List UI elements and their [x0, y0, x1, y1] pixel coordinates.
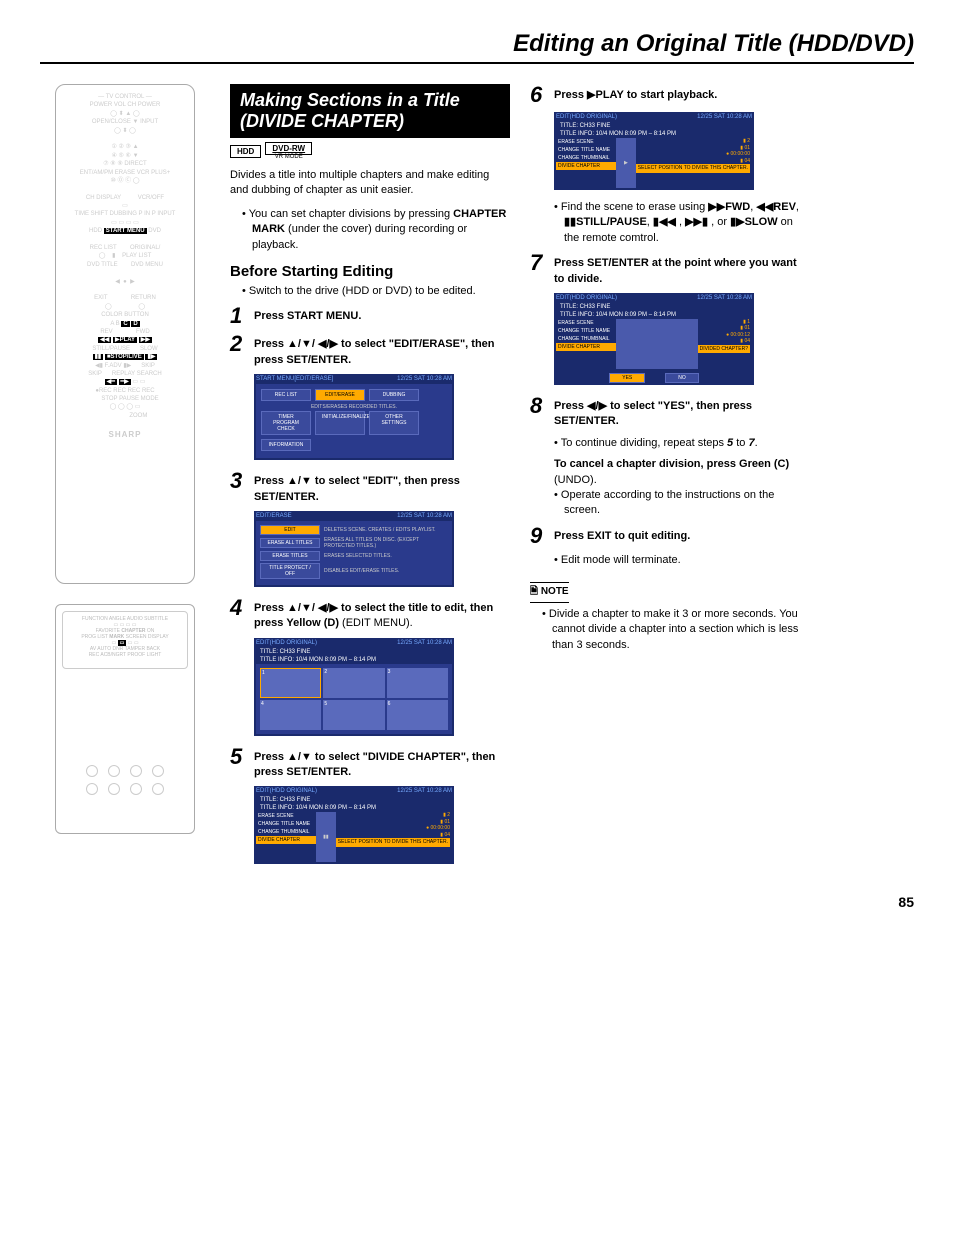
screen-edit-erase: EDIT/ERASE12/25 SAT 10:28 AM EDITDELETES… [254, 511, 454, 587]
step-4-num: 4 [230, 597, 246, 619]
step-6-text: Press ▶PLAY to start playback. [554, 84, 717, 103]
step-3: 3 Press ▲/▼ to select "EDIT", then press… [230, 470, 510, 505]
badge-hdd: HDD [230, 145, 261, 158]
step-1-num: 1 [230, 305, 246, 327]
step-3-text: Press ▲/▼ to select "EDIT", then press S… [254, 470, 510, 505]
step-9-bullet: • Edit mode will terminate. [554, 553, 810, 568]
middle-column: Making Sections in a Title (DIVIDE CHAPT… [230, 84, 510, 874]
cover-diagram: FUNCTION ANGLE AUDIO SUBTITLE▭ ▭ ▭ ▭ FAV… [55, 604, 195, 834]
step-1-text: Press START MENU. [254, 305, 361, 324]
screen-start-menu: START MENU[EDIT/ERASE]12/25 SAT 10:28 AM… [254, 374, 454, 460]
chapter-mark-bullet: • You can set chapter divisions by press… [242, 207, 510, 253]
note-text: • Divide a chapter to make it 3 or more … [542, 607, 810, 653]
screen-divide-point: EDIT(HDD ORIGINAL)12/25 SAT 10:28 AM TIT… [554, 293, 754, 385]
step-8-text: Press ◀/▶ to select "YES", then press SE… [554, 395, 810, 430]
before-editing-bullet: • Switch to the drive (HDD or DVD) to be… [242, 284, 510, 299]
step-2-text: Press ▲/▼/ ◀/▶ to select "EDIT/ERASE", t… [254, 333, 510, 368]
step-6-num: 6 [530, 84, 546, 106]
step-9: 9 Press EXIT to quit editing. [530, 525, 810, 547]
step-9-text: Press EXIT to quit editing. [554, 525, 690, 544]
remote-labels: — TV CONTROL —POWER VOL CH POWER ◯ ⬍ ▲ ◯… [64, 93, 186, 440]
step-6-bullet: • Find the scene to erase using ▶▶FWD, ◀… [554, 200, 810, 246]
step-8-bullet1: • To continue dividing, repeat steps 5 t… [554, 436, 810, 451]
step-8-bullet2: • Operate according to the instructions … [554, 488, 810, 519]
step-5-text: Press ▲/▼ to select "DIVIDE CHAPTER", th… [254, 746, 510, 781]
screen-playback: EDIT(HDD ORIGINAL)12/25 SAT 10:28 AM TIT… [554, 112, 754, 190]
remote-diagram: — TV CONTROL —POWER VOL CH POWER ◯ ⬍ ▲ ◯… [55, 84, 195, 584]
step-2-num: 2 [230, 333, 246, 355]
section-heading: Making Sections in a Title (DIVIDE CHAPT… [230, 84, 510, 138]
screen-title-select: EDIT(HDD ORIGINAL)12/25 SAT 10:28 AM TIT… [254, 638, 454, 736]
step-6: 6 Press ▶PLAY to start playback. [530, 84, 810, 106]
before-editing-heading: Before Starting Editing [230, 263, 510, 280]
step-2: 2 Press ▲/▼/ ◀/▶ to select "EDIT/ERASE",… [230, 333, 510, 368]
step-3-num: 3 [230, 470, 246, 492]
step-4-text: Press ▲/▼/ ◀/▶ to select the title to ed… [254, 597, 510, 632]
screen-divide-chapter: EDIT(HDD ORIGINAL)12/25 SAT 10:28 AM TIT… [254, 786, 454, 864]
page-number: 85 [40, 894, 914, 910]
step-7-text: Press SET/ENTER at the point where you w… [554, 252, 810, 287]
step-9-num: 9 [530, 525, 546, 547]
note-heading: NOTE [530, 582, 569, 603]
step-7: 7 Press SET/ENTER at the point where you… [530, 252, 810, 287]
step-4: 4 Press ▲/▼/ ◀/▶ to select the title to … [230, 597, 510, 632]
right-column: 6 Press ▶PLAY to start playback. EDIT(HD… [530, 84, 810, 874]
step-5: 5 Press ▲/▼ to select "DIVIDE CHAPTER", … [230, 746, 510, 781]
content: — TV CONTROL —POWER VOL CH POWER ◯ ⬍ ▲ ◯… [40, 84, 914, 874]
step-8: 8 Press ◀/▶ to select "YES", then press … [530, 395, 810, 430]
step-1: 1 Press START MENU. [230, 305, 510, 327]
step-8-cancel: To cancel a chapter division, press Gree… [554, 457, 810, 488]
step-7-num: 7 [530, 252, 546, 274]
step-5-num: 5 [230, 746, 246, 768]
remote-column: — TV CONTROL —POWER VOL CH POWER ◯ ⬍ ▲ ◯… [40, 84, 210, 874]
page-title: Editing an Original Title (HDD/DVD) [40, 30, 914, 64]
media-badges: HDD DVD-RW VR MODE [230, 142, 510, 160]
step-8-num: 8 [530, 395, 546, 417]
intro-text: Divides a title into multiple chapters a… [230, 168, 510, 199]
